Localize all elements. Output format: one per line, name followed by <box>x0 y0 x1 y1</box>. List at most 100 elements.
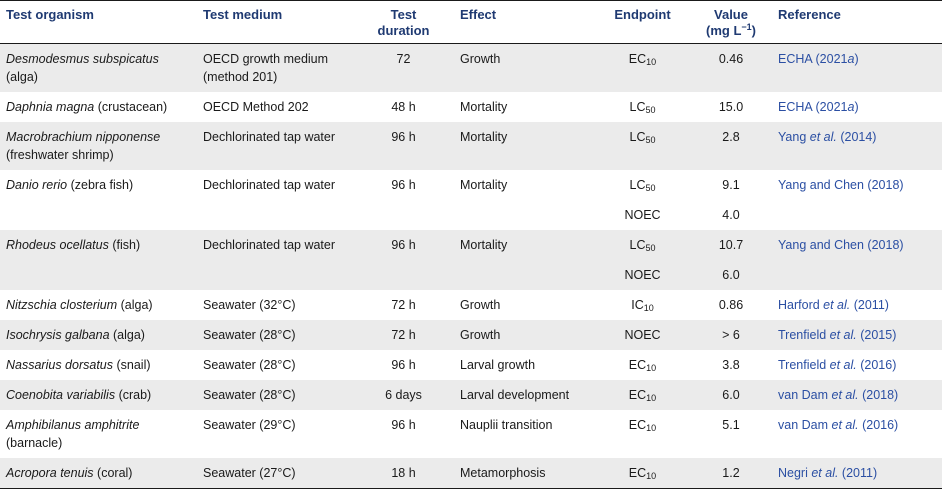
organism-species: Acropora tenuis <box>6 466 94 480</box>
cell-test-medium: OECD growth medium (method 201) <box>197 43 353 92</box>
cell-reference[interactable]: Trenfield et al. (2016) <box>778 358 897 372</box>
cell-test-medium: Seawater (28°C) <box>203 358 296 372</box>
organism-species: Desmodesmus subspicatus <box>6 52 159 66</box>
cell-effect: Mortality <box>460 178 508 192</box>
header-test-duration: Test duration <box>353 0 454 44</box>
organism-species: Macrobrachium nipponense <box>6 130 161 144</box>
header-effect: Effect <box>454 0 595 44</box>
organism-species: Isochrysis galbana <box>6 328 110 342</box>
endpoint-value: 2.8 <box>722 130 740 144</box>
header-reference: Reference <box>772 0 942 44</box>
organism-species: Amphibilanus amphitrite <box>6 418 140 432</box>
table-row: Nitzschia closterium (alga) Seawater (32°… <box>0 290 942 320</box>
table-row: Danio rerio (zebra fish) Dechlorinated ta… <box>0 170 942 230</box>
header-value: Value (mg L−1) <box>690 0 772 44</box>
cell-reference[interactable]: Trenfield et al. (2015) <box>772 320 942 350</box>
cell-test-duration: 48 h <box>391 100 416 114</box>
cell-reference[interactable]: ECHA (2021a) <box>772 43 942 92</box>
cell-test-duration: 18 h <box>353 458 454 489</box>
endpoint-label: NOEC <box>624 208 661 222</box>
organism-species: Nassarius dorsatus <box>6 358 113 372</box>
table-row: Nassarius dorsatus (snail) Seawater (28°C… <box>0 350 942 380</box>
cell-effect: Growth <box>454 320 595 350</box>
endpoint-value: > 6 <box>722 328 740 342</box>
cell-test-duration: 96 h <box>391 418 416 432</box>
table-row: Daphnia magna (crustacean) OECD Method 20… <box>0 92 942 122</box>
table-row: Coenobita variabilis (crab) Seawater (28°… <box>0 380 942 410</box>
header-duration-line2: duration <box>377 23 430 38</box>
cell-test-medium: Dechlorinated tap water <box>197 122 353 170</box>
organism-type: (coral) <box>93 466 133 480</box>
endpoint-label: EC10 <box>628 52 657 67</box>
cell-value: 2.8 <box>690 122 772 170</box>
cell-test-medium: Dechlorinated tap water <box>197 230 353 290</box>
cell-effect: Mortality <box>454 230 595 290</box>
organism-species: Danio rerio <box>6 178 68 192</box>
cell-test-organism: Daphnia magna (crustacean) <box>0 92 197 122</box>
table-row: Macrobrachium nipponense (freshwater shr… <box>0 122 942 170</box>
cell-endpoint: EC10 <box>595 410 690 458</box>
organism-type: (crustacean) <box>94 100 168 114</box>
table-row: Acropora tenuis (coral) Seawater (27°C) 18… <box>0 458 942 489</box>
endpoint-label: IC10 <box>631 298 654 313</box>
endpoint-value: 4.0 <box>722 208 740 222</box>
cell-endpoint: LC50 NOEC <box>595 230 690 290</box>
endpoint-label: LC50 <box>629 178 656 193</box>
cell-effect: Growth <box>454 43 595 92</box>
cell-test-organism: Isochrysis galbana (alga) <box>0 320 197 350</box>
organism-type: (freshwater shrimp) <box>6 148 114 162</box>
table-row: Amphibilanus amphitrite (barnacle) Seawat… <box>0 410 942 458</box>
cell-reference[interactable]: van Dam et al. (2018) <box>772 380 942 410</box>
cell-value: 0.86 <box>690 290 772 320</box>
organism-species: Daphnia magna <box>6 100 95 114</box>
endpoint-label: EC10 <box>628 358 657 373</box>
cell-reference[interactable]: ECHA (2021a) <box>778 100 859 114</box>
cell-reference[interactable]: Negri et al. (2011) <box>772 458 942 489</box>
endpoint-value: 6.0 <box>722 268 740 282</box>
header-duration-line1: Test <box>390 7 417 22</box>
organism-type: (alga) <box>6 70 38 84</box>
cell-test-medium: OECD Method 202 <box>203 100 309 114</box>
header-value-unit: (mg L−1) <box>706 22 756 39</box>
endpoint-label: EC10 <box>628 466 657 481</box>
cell-endpoint: LC50 NOEC <box>595 170 690 230</box>
organism-type: (fish) <box>108 238 141 252</box>
cell-reference[interactable]: Yang et al. (2014) <box>772 122 942 170</box>
organism-type: (alga) <box>109 328 145 342</box>
cell-test-duration: 96 h <box>391 358 416 372</box>
cell-value: 10.7 6.0 <box>690 230 772 290</box>
cell-endpoint: EC10 <box>595 43 690 92</box>
endpoint-label: NOEC <box>624 268 661 282</box>
cell-test-organism: Nitzschia closterium (alga) <box>0 290 197 320</box>
cell-endpoint: EC10 <box>595 458 690 489</box>
cell-reference[interactable]: van Dam et al. (2016) <box>778 418 899 432</box>
organism-type: (crab) <box>115 388 152 402</box>
organism-species: Coenobita variabilis <box>6 388 116 402</box>
endpoint-value: 15.0 <box>718 100 744 114</box>
cell-endpoint: LC50 <box>595 122 690 170</box>
cell-reference[interactable]: Harford et al. (2011) <box>778 298 889 312</box>
endpoint-label: EC10 <box>628 388 657 403</box>
endpoint-label: EC10 <box>628 418 657 433</box>
organism-type: (zebra fish) <box>67 178 134 192</box>
cell-value: 9.1 4.0 <box>690 170 772 230</box>
cell-test-duration: 72 <box>353 43 454 92</box>
cell-effect: Growth <box>460 298 501 312</box>
cell-test-duration: 96 h <box>353 230 454 290</box>
endpoint-value: 10.7 <box>718 238 744 252</box>
table-row: Desmodesmus subspicatus (alga) OECD growt… <box>0 43 942 92</box>
table-row: Rhodeus ocellatus (fish) Dechlorinated ta… <box>0 230 942 290</box>
cell-test-organism: Rhodeus ocellatus (fish) <box>0 230 197 290</box>
cell-value: 5.1 <box>690 410 772 458</box>
organism-type: (snail) <box>113 358 151 372</box>
cell-test-medium: Seawater (28°C) <box>197 380 353 410</box>
cell-test-duration: 96 h <box>353 122 454 170</box>
cell-test-organism: Acropora tenuis (coral) <box>0 458 197 489</box>
cell-reference[interactable]: Yang and Chen (2018) <box>778 178 904 192</box>
cell-reference[interactable]: Yang and Chen (2018) <box>772 230 942 290</box>
cell-test-organism: Nassarius dorsatus (snail) <box>0 350 197 380</box>
endpoint-value: 0.46 <box>718 52 744 66</box>
cell-test-duration: 72 h <box>391 298 416 312</box>
cell-test-organism: Desmodesmus subspicatus (alga) <box>0 43 197 92</box>
endpoint-value: 0.86 <box>718 298 744 312</box>
